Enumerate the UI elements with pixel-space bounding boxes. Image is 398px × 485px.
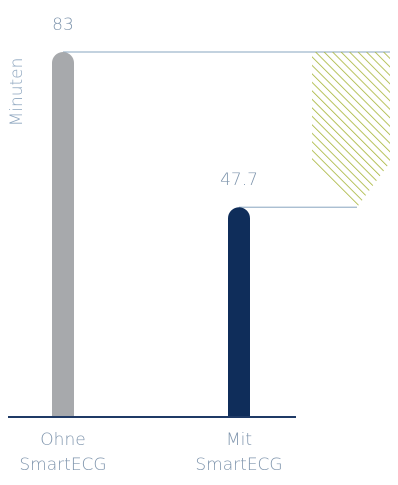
- category-label-0-line-1: SmartECG: [19, 455, 106, 475]
- value-labels: 83 47.7: [52, 15, 258, 190]
- bar-1: [228, 207, 250, 417]
- y-axis-label: Minuten: [7, 58, 27, 127]
- category-labels: Ohne SmartECG Mit SmartECG: [19, 430, 282, 475]
- category-label-1-line-1: SmartECG: [195, 455, 282, 475]
- difference-hatch-band: [312, 52, 390, 208]
- category-label-0-line-0: Ohne: [40, 430, 85, 450]
- bars: [52, 52, 250, 417]
- value-label-0: 83: [52, 15, 74, 35]
- bar-0: [52, 52, 74, 417]
- value-label-1: 47.7: [220, 170, 258, 190]
- category-label-1-line-0: Mit: [226, 430, 252, 450]
